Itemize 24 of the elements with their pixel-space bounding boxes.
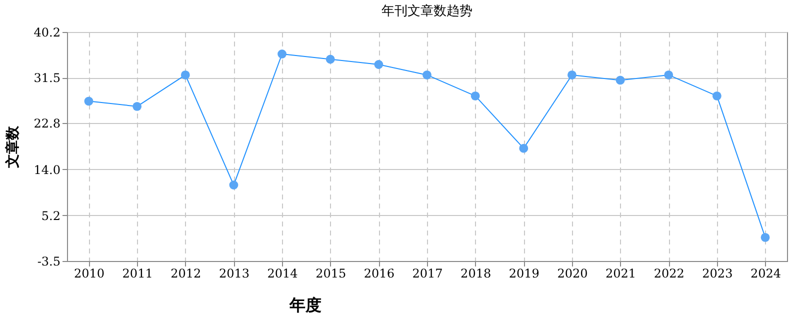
x-tick-label: 2020 — [557, 266, 588, 280]
x-tick-label: 2010 — [74, 266, 105, 280]
x-tick-label: 2019 — [508, 266, 540, 280]
x-tick-label: 2023 — [702, 266, 733, 280]
x-tick-label: 2012 — [170, 266, 202, 280]
x-tick-label: 2014 — [267, 266, 298, 280]
x-tick-label: 2024 — [750, 266, 782, 280]
x-tick-label: 2015 — [316, 266, 346, 280]
x-tick-label: 2022 — [654, 266, 684, 280]
x-tick-label: 2016 — [364, 266, 394, 280]
x-tick-label: 2021 — [606, 266, 636, 280]
y-tick-label: 5.2 — [41, 208, 60, 223]
y-tick-label: 31.5 — [34, 71, 60, 86]
y-tick-label: 14.0 — [34, 162, 60, 177]
x-axis-title: 年度 — [288, 296, 322, 314]
y-tick-label: -3.5 — [37, 254, 60, 268]
x-tick-label: 2017 — [412, 266, 443, 280]
x-tick-label: 2013 — [218, 266, 250, 280]
y-tick-label: 22.8 — [34, 116, 60, 131]
chart-title: 年刊文章数趋势 — [382, 4, 472, 19]
y-tick-label: 40.2 — [34, 26, 60, 40]
x-tick-label: 2018 — [460, 266, 492, 280]
y-axis-title: 文章数 — [4, 125, 21, 169]
x-tick-label: 2011 — [122, 266, 153, 280]
